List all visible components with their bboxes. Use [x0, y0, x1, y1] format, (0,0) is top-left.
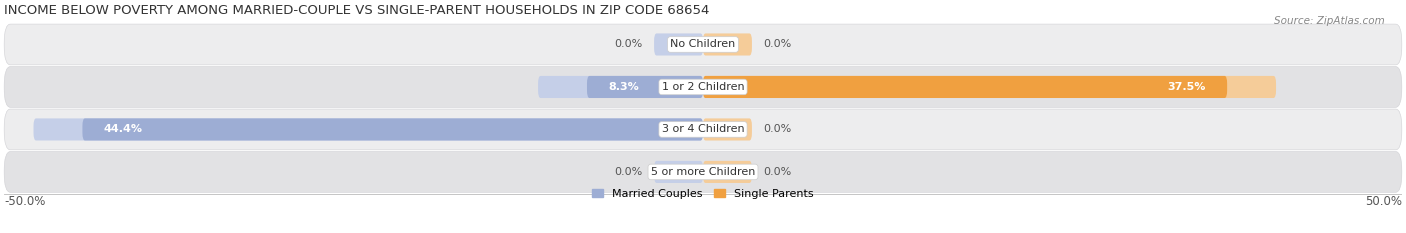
FancyBboxPatch shape	[703, 161, 752, 183]
Text: 3 or 4 Children: 3 or 4 Children	[662, 124, 744, 134]
Text: 1 or 2 Children: 1 or 2 Children	[662, 82, 744, 92]
Text: 0.0%: 0.0%	[763, 39, 792, 49]
FancyBboxPatch shape	[4, 109, 1402, 150]
FancyBboxPatch shape	[34, 118, 703, 140]
FancyBboxPatch shape	[4, 67, 1402, 107]
Text: 5 or more Children: 5 or more Children	[651, 167, 755, 177]
FancyBboxPatch shape	[4, 151, 1402, 192]
FancyBboxPatch shape	[703, 76, 1277, 98]
Text: 0.0%: 0.0%	[763, 167, 792, 177]
FancyBboxPatch shape	[654, 33, 703, 55]
FancyBboxPatch shape	[654, 161, 703, 183]
Text: -50.0%: -50.0%	[4, 195, 45, 208]
Text: 44.4%: 44.4%	[104, 124, 142, 134]
Text: 8.3%: 8.3%	[607, 82, 638, 92]
FancyBboxPatch shape	[703, 118, 752, 140]
Legend: Married Couples, Single Parents: Married Couples, Single Parents	[588, 185, 818, 204]
Text: 0.0%: 0.0%	[614, 39, 643, 49]
Text: 0.0%: 0.0%	[614, 167, 643, 177]
FancyBboxPatch shape	[538, 76, 703, 98]
Text: 0.0%: 0.0%	[763, 124, 792, 134]
Text: No Children: No Children	[671, 39, 735, 49]
Text: INCOME BELOW POVERTY AMONG MARRIED-COUPLE VS SINGLE-PARENT HOUSEHOLDS IN ZIP COD: INCOME BELOW POVERTY AMONG MARRIED-COUPL…	[4, 4, 710, 17]
Text: 37.5%: 37.5%	[1168, 82, 1206, 92]
FancyBboxPatch shape	[586, 76, 703, 98]
Text: 50.0%: 50.0%	[1365, 195, 1402, 208]
Text: Source: ZipAtlas.com: Source: ZipAtlas.com	[1274, 16, 1385, 26]
FancyBboxPatch shape	[83, 118, 703, 140]
FancyBboxPatch shape	[4, 24, 1402, 65]
FancyBboxPatch shape	[703, 76, 1227, 98]
FancyBboxPatch shape	[703, 33, 752, 55]
